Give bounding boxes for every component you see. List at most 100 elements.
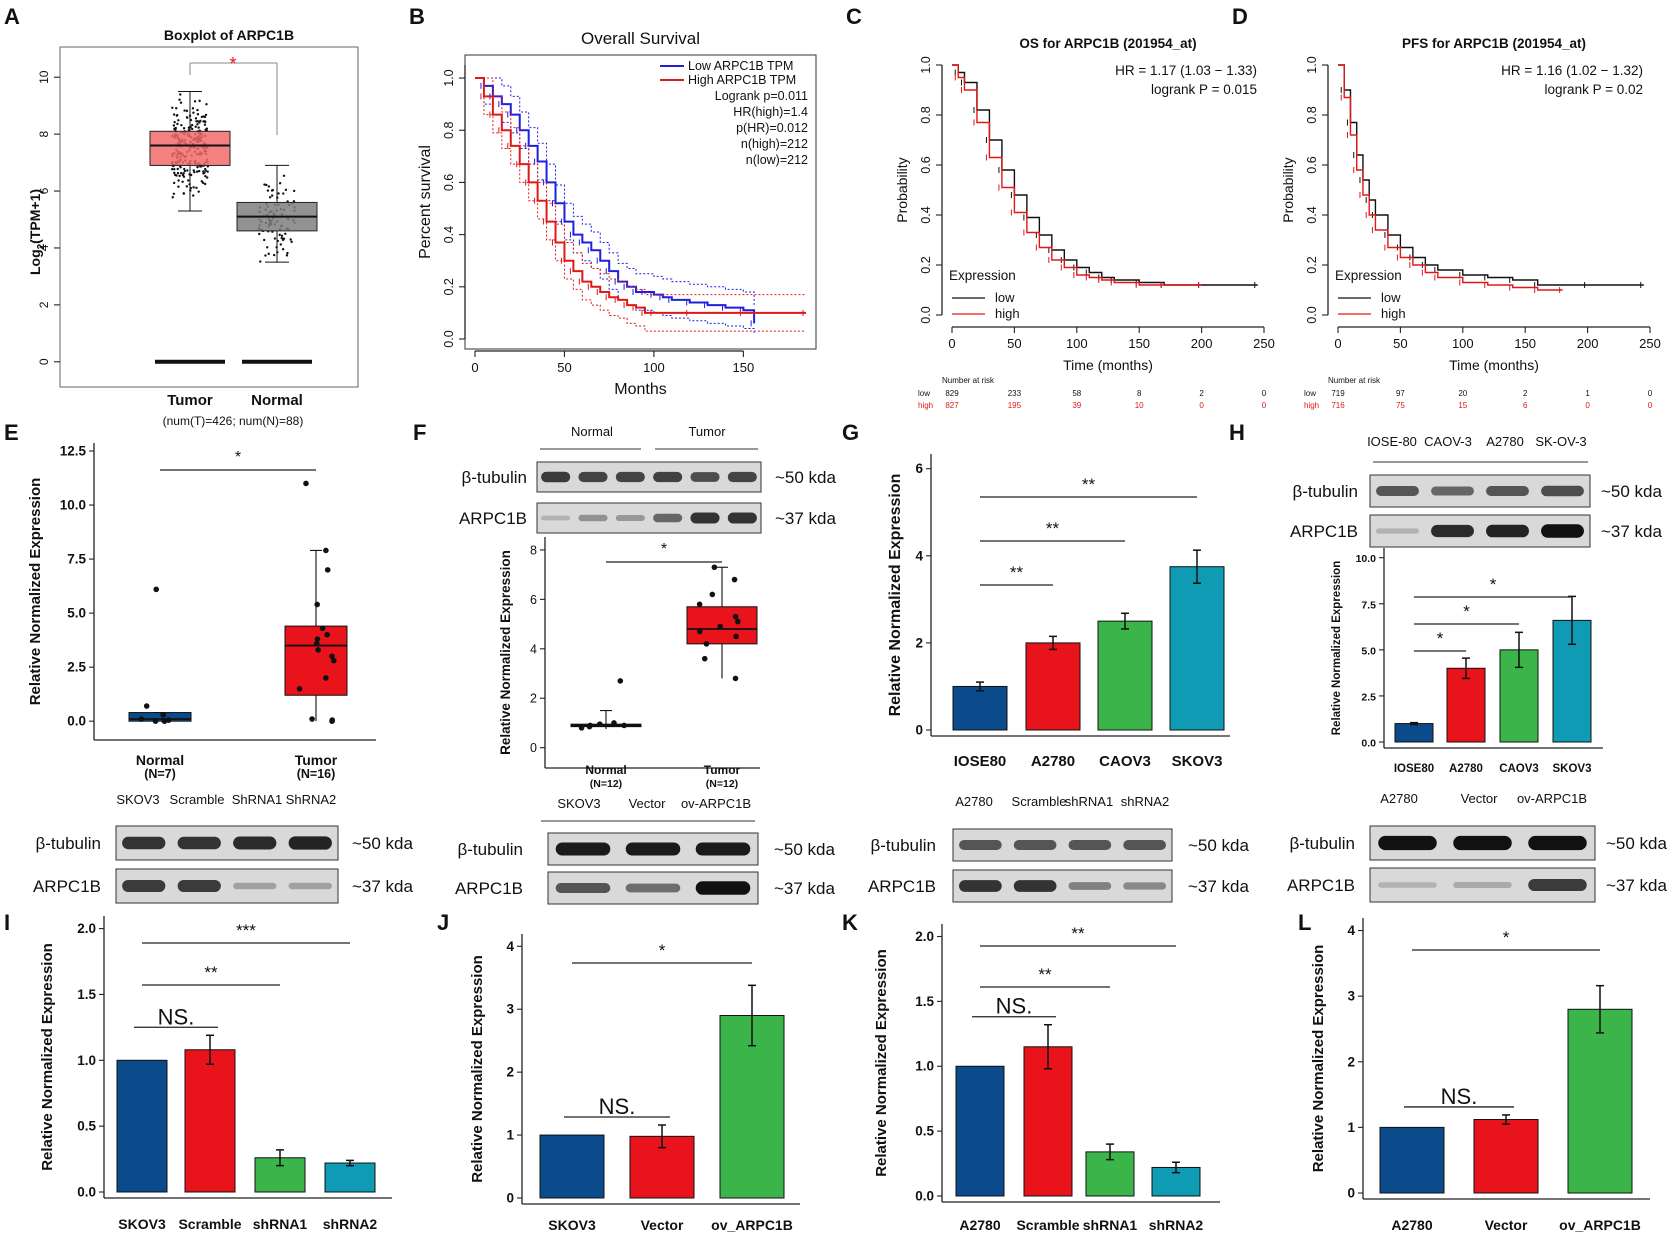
data-point bbox=[183, 167, 186, 171]
bar-A2780 bbox=[1025, 642, 1081, 731]
bar-A2780 bbox=[1446, 667, 1486, 743]
y-tick-label: 0.0 bbox=[67, 714, 86, 729]
data-point bbox=[611, 720, 617, 726]
y-tick-label: 0.8 bbox=[442, 122, 456, 139]
data-point bbox=[182, 172, 185, 175]
blot-band bbox=[177, 836, 221, 850]
y-tick-label: 1 bbox=[1347, 1120, 1355, 1135]
blot-kda-50: ~50 kda bbox=[774, 840, 836, 859]
legend-title: Expression bbox=[949, 268, 1016, 283]
panel-label-F: F bbox=[413, 420, 426, 445]
panel-label-B: B bbox=[409, 4, 425, 29]
data-point bbox=[701, 655, 708, 662]
blot-band bbox=[695, 842, 751, 856]
blot-band bbox=[653, 513, 683, 523]
x-tick-label: shRNA2 bbox=[323, 1216, 378, 1232]
blot-label-b-tubulin: β-tubulin bbox=[1292, 482, 1358, 501]
risk-value: 233 bbox=[1008, 389, 1022, 398]
y-tick-label: 0 bbox=[506, 1191, 514, 1206]
data-point bbox=[161, 718, 168, 724]
y-tick-label: 0.2 bbox=[1305, 256, 1319, 273]
x-tick-label: Vector bbox=[1485, 1217, 1528, 1233]
x-tick-label: CAOV3 bbox=[1099, 753, 1151, 770]
x-tick-label: 50 bbox=[557, 360, 571, 375]
data-point bbox=[621, 722, 627, 729]
bar-SKOV3 bbox=[539, 1134, 605, 1199]
blot-band bbox=[541, 471, 571, 483]
data-point bbox=[204, 113, 208, 117]
x-tick-label: 200 bbox=[1577, 336, 1599, 351]
y-tick-label: 0 bbox=[530, 741, 537, 755]
blot-band bbox=[1068, 840, 1112, 850]
blot-group-label: Tumor bbox=[688, 424, 726, 439]
x-tick-label: 150 bbox=[733, 360, 755, 375]
ci-low bbox=[475, 77, 755, 334]
y-tick-label: 5.0 bbox=[1361, 645, 1376, 657]
data-point bbox=[176, 171, 180, 175]
y-tick-label: 1.0 bbox=[1305, 56, 1319, 73]
data-point bbox=[180, 171, 183, 175]
y-axis-label: Percent survival bbox=[417, 145, 434, 259]
risk-value: 0 bbox=[1648, 389, 1653, 398]
data-point bbox=[309, 716, 315, 722]
blot-lane-label: ShRNA1 bbox=[232, 792, 283, 807]
blot-lane-label: shRNA2 bbox=[1121, 794, 1169, 809]
data-point bbox=[177, 185, 180, 188]
x-tick-label: 100 bbox=[1452, 336, 1474, 351]
data-point bbox=[194, 125, 197, 128]
stat-line: p(HR)=0.012 bbox=[736, 121, 808, 135]
data-point bbox=[172, 113, 176, 116]
data-point bbox=[292, 189, 296, 193]
data-point bbox=[284, 188, 288, 192]
data-point bbox=[196, 108, 199, 112]
blot-band bbox=[1528, 835, 1587, 851]
x-tick-label: shRNA2 bbox=[1149, 1217, 1204, 1233]
sig-label: ** bbox=[1082, 475, 1096, 494]
sig-label: * bbox=[235, 449, 241, 466]
x-tick-n: (N=7) bbox=[144, 767, 176, 781]
y-tick-label: 4 bbox=[530, 642, 537, 656]
sig-label: NS. bbox=[599, 1094, 636, 1119]
blot-kda-37: ~37 kda bbox=[1188, 877, 1250, 896]
risk-row-label: high bbox=[1304, 401, 1319, 410]
hr-text: HR = 1.17 (1.03 − 1.33) bbox=[1115, 63, 1257, 78]
data-point bbox=[578, 725, 585, 731]
data-point bbox=[173, 127, 176, 130]
data-point bbox=[296, 685, 303, 692]
data-point bbox=[180, 123, 183, 127]
data-point bbox=[733, 633, 739, 640]
blot-band bbox=[1123, 840, 1166, 850]
data-point bbox=[278, 233, 281, 237]
y-tick-label: 0 bbox=[37, 358, 51, 365]
blot-lane-label: CAOV-3 bbox=[1424, 434, 1472, 449]
data-point bbox=[258, 232, 261, 236]
x-tick-label: SKOV3 bbox=[548, 1217, 596, 1233]
blot-kda-50: ~50 kda bbox=[1601, 482, 1663, 501]
sig-label: ** bbox=[1038, 965, 1052, 984]
y-tick-label: 0.4 bbox=[919, 206, 933, 223]
data-point bbox=[205, 176, 209, 179]
data-point bbox=[185, 185, 189, 188]
risk-value: 829 bbox=[945, 389, 959, 398]
risk-value: 716 bbox=[1331, 401, 1345, 410]
blot-band bbox=[1486, 524, 1529, 538]
y-tick-label: 0.8 bbox=[919, 106, 933, 123]
y-axis-label: Relative Normalized Expression bbox=[39, 943, 56, 1171]
blot-band bbox=[288, 882, 332, 890]
data-point bbox=[179, 93, 182, 96]
blot-lane-label: ov-ARPC1B bbox=[1517, 791, 1587, 806]
blot-band bbox=[578, 471, 608, 483]
y-axis-label: Relative Normalized Expression bbox=[1310, 945, 1327, 1173]
x-tick-label: Tumor bbox=[295, 752, 338, 768]
data-point bbox=[711, 564, 718, 571]
risk-title: Number at risk bbox=[942, 376, 995, 385]
data-point bbox=[195, 186, 198, 190]
data-point bbox=[709, 591, 716, 598]
x-tick-label: Normal bbox=[585, 763, 626, 777]
data-point bbox=[270, 189, 274, 192]
data-point bbox=[282, 174, 286, 177]
x-tick-label: ov_ARPC1B bbox=[1559, 1217, 1641, 1233]
blot-label-arpc1b: ARPC1B bbox=[459, 509, 527, 528]
blot-lane-label: SKOV3 bbox=[557, 796, 600, 811]
blot-band bbox=[653, 471, 683, 483]
